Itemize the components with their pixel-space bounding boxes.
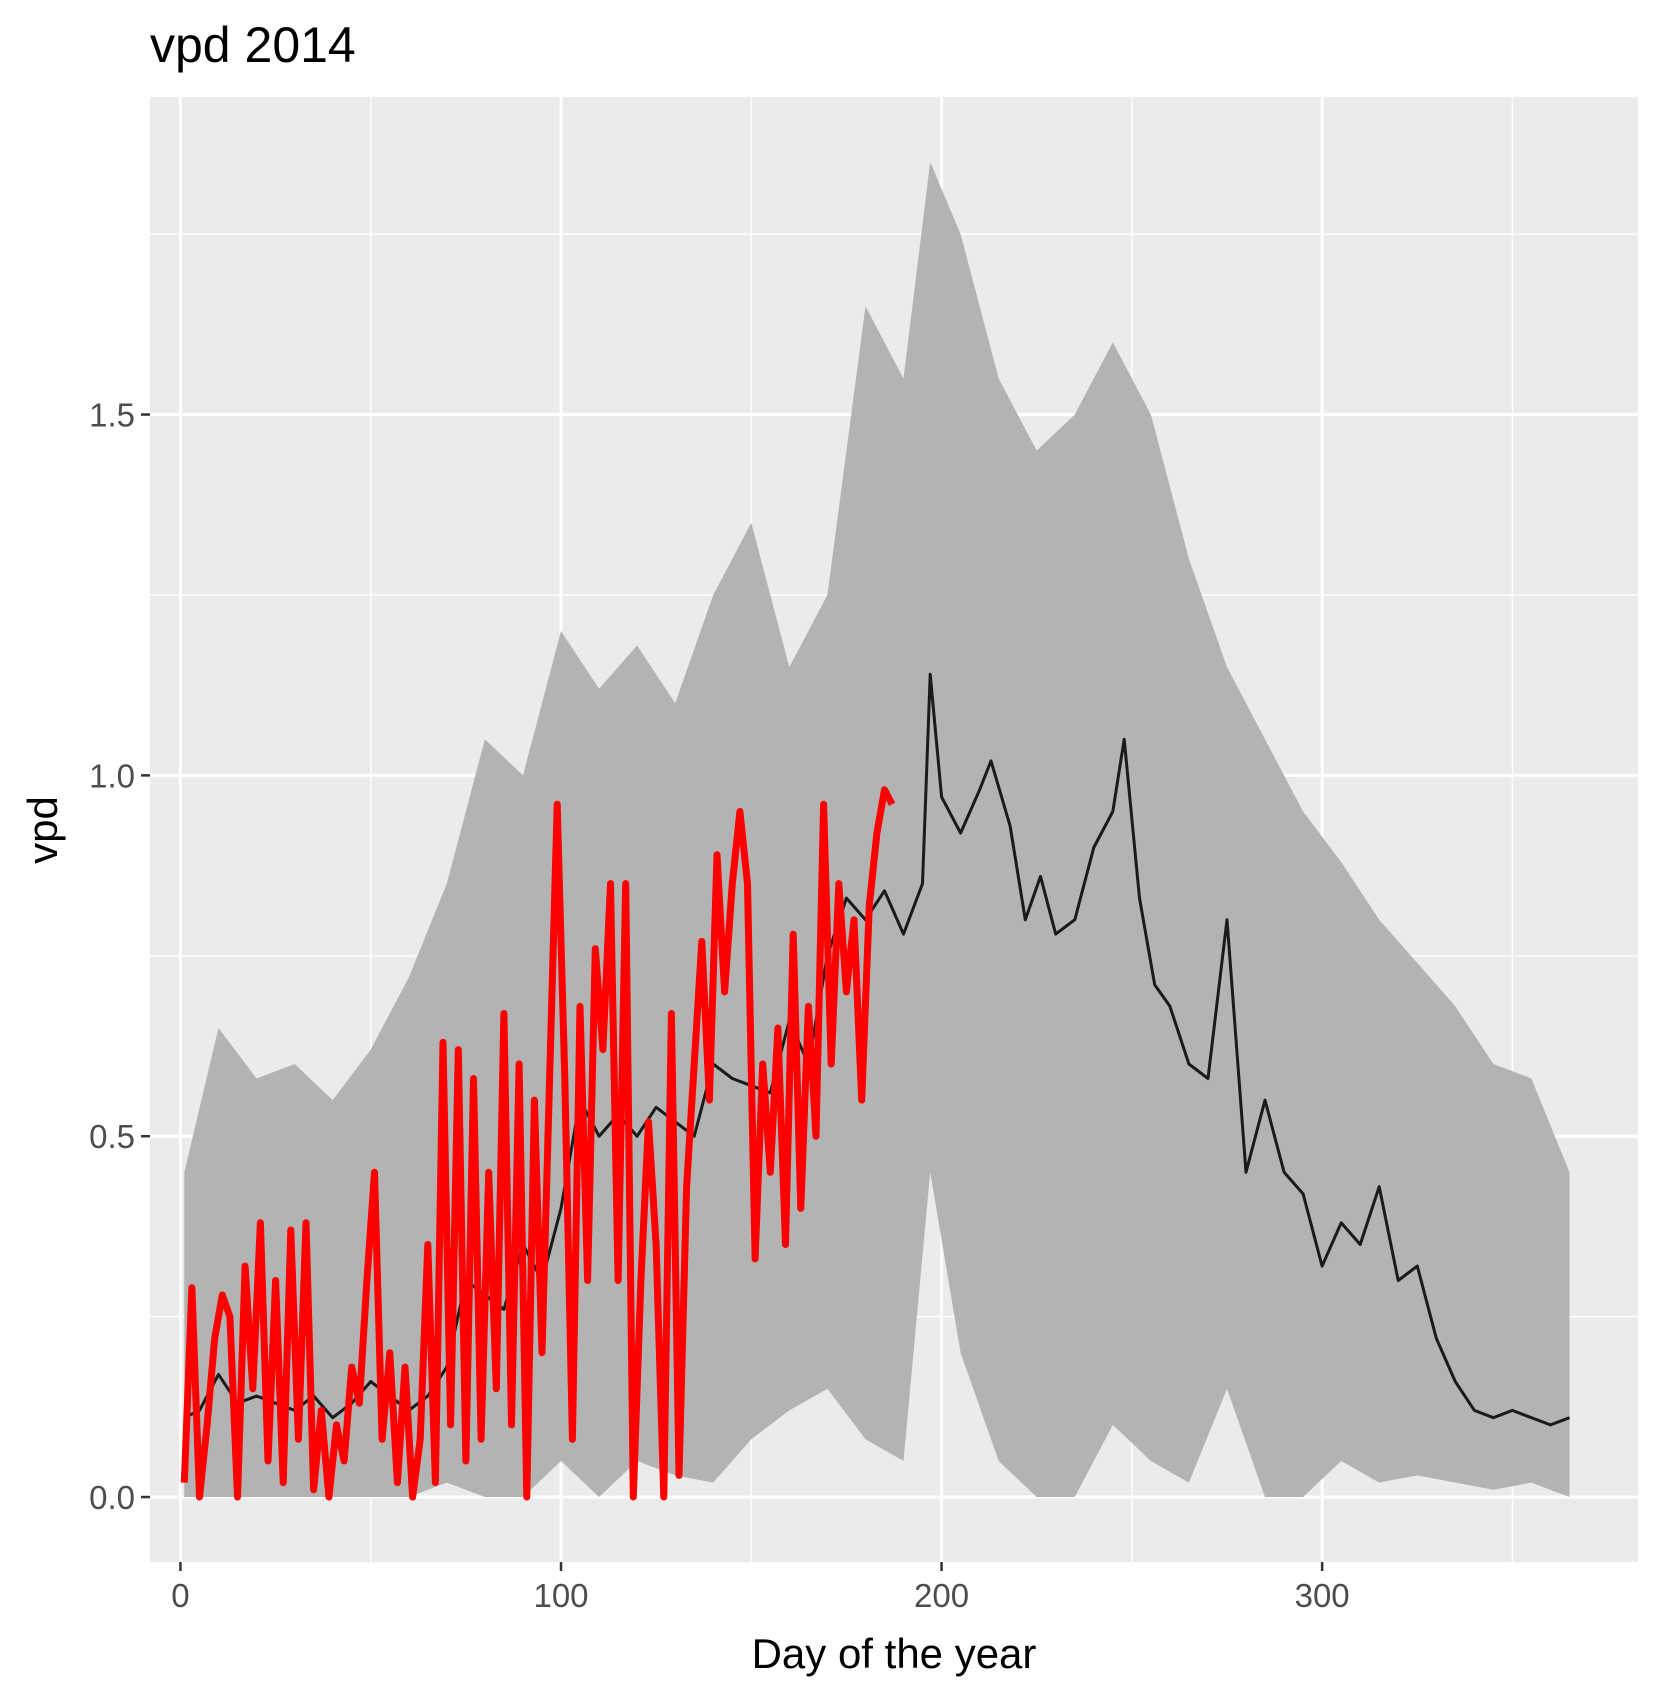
chart-title: vpd 2014: [150, 17, 356, 73]
y-tick-label: 1.5: [89, 397, 135, 434]
y-tick-label: 1.0: [89, 757, 135, 794]
x-axis: 0 100 200 300: [171, 1562, 1350, 1614]
y-tick-label: 0.5: [89, 1118, 135, 1155]
y-axis: 0.0 0.5 1.0 1.5: [89, 397, 150, 1516]
y-axis-title: vpd: [19, 796, 66, 864]
x-tick-label: 100: [533, 1577, 588, 1614]
x-tick-label: 0: [171, 1577, 189, 1614]
x-axis-title: Day of the year: [752, 1630, 1037, 1677]
x-tick-label: 300: [1295, 1577, 1350, 1614]
year-2014-line: [180, 786, 896, 1501]
y-tick-label: 0.0: [89, 1479, 135, 1516]
x-tick-label: 200: [914, 1577, 969, 1614]
